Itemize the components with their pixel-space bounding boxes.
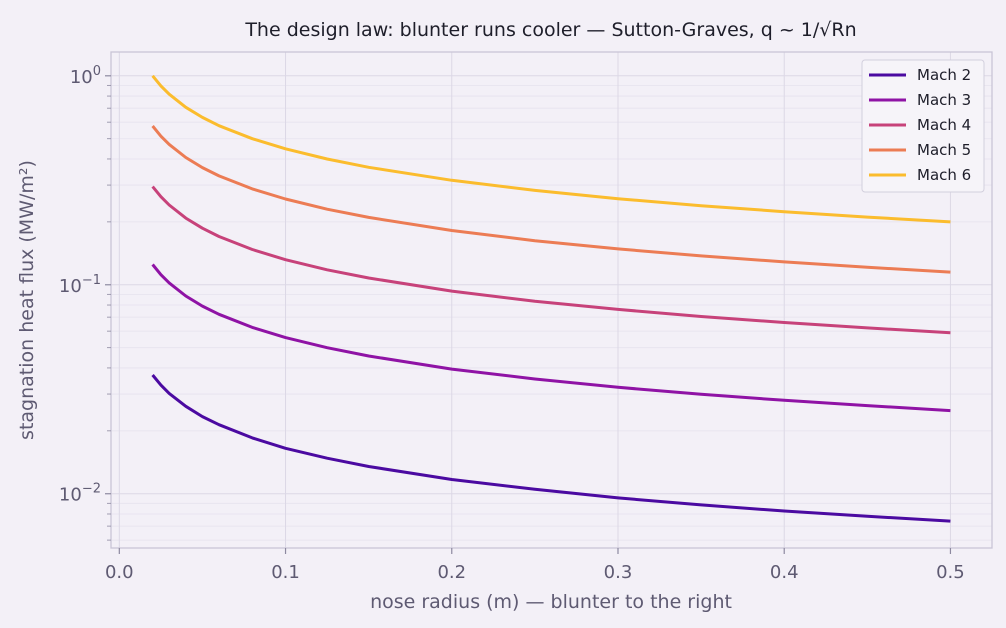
x-ticks: 0.0 0.1 0.2 0.3 0.4 0.5 bbox=[105, 548, 965, 583]
y-axis-label: stagnation heat flux (MW/m²) bbox=[16, 160, 38, 440]
y-ticks: 10−2 10−1 100 bbox=[59, 64, 111, 541]
legend-label: Mach 4 bbox=[917, 116, 971, 134]
legend: Mach 2 Mach 3 Mach 4 Mach 5 Mach 6 bbox=[861, 59, 985, 193]
legend-box bbox=[861, 59, 985, 193]
chart-title: The design law: blunter runs cooler — Su… bbox=[244, 19, 856, 41]
legend-label: Mach 2 bbox=[917, 66, 971, 84]
series-line-mach-6 bbox=[151, 74, 951, 224]
series-line-mach-4 bbox=[151, 185, 951, 335]
series-line-mach-2 bbox=[151, 374, 951, 523]
gridlines bbox=[111, 52, 992, 548]
series-line-mach-5 bbox=[151, 125, 951, 274]
y-tick-label: 100 bbox=[70, 64, 101, 88]
plot-frame bbox=[110, 51, 993, 549]
series-line-mach-3 bbox=[151, 263, 951, 413]
x-tick-label: 0.0 bbox=[105, 562, 134, 583]
y-tick-label: 10−2 bbox=[59, 482, 101, 506]
x-tick-label: 0.1 bbox=[271, 562, 300, 583]
legend-label: Mach 3 bbox=[917, 91, 971, 109]
legend-label: Mach 6 bbox=[917, 166, 971, 184]
x-tick-label: 0.5 bbox=[936, 562, 965, 583]
legend-label: Mach 5 bbox=[917, 141, 971, 159]
x-tick-label: 0.2 bbox=[437, 562, 466, 583]
x-tick-label: 0.3 bbox=[604, 562, 633, 583]
y-tick-label: 10−1 bbox=[59, 273, 101, 297]
x-axis-label: nose radius (m) — blunter to the right bbox=[370, 591, 732, 613]
data-lines bbox=[151, 74, 951, 523]
x-tick-label: 0.4 bbox=[770, 562, 799, 583]
